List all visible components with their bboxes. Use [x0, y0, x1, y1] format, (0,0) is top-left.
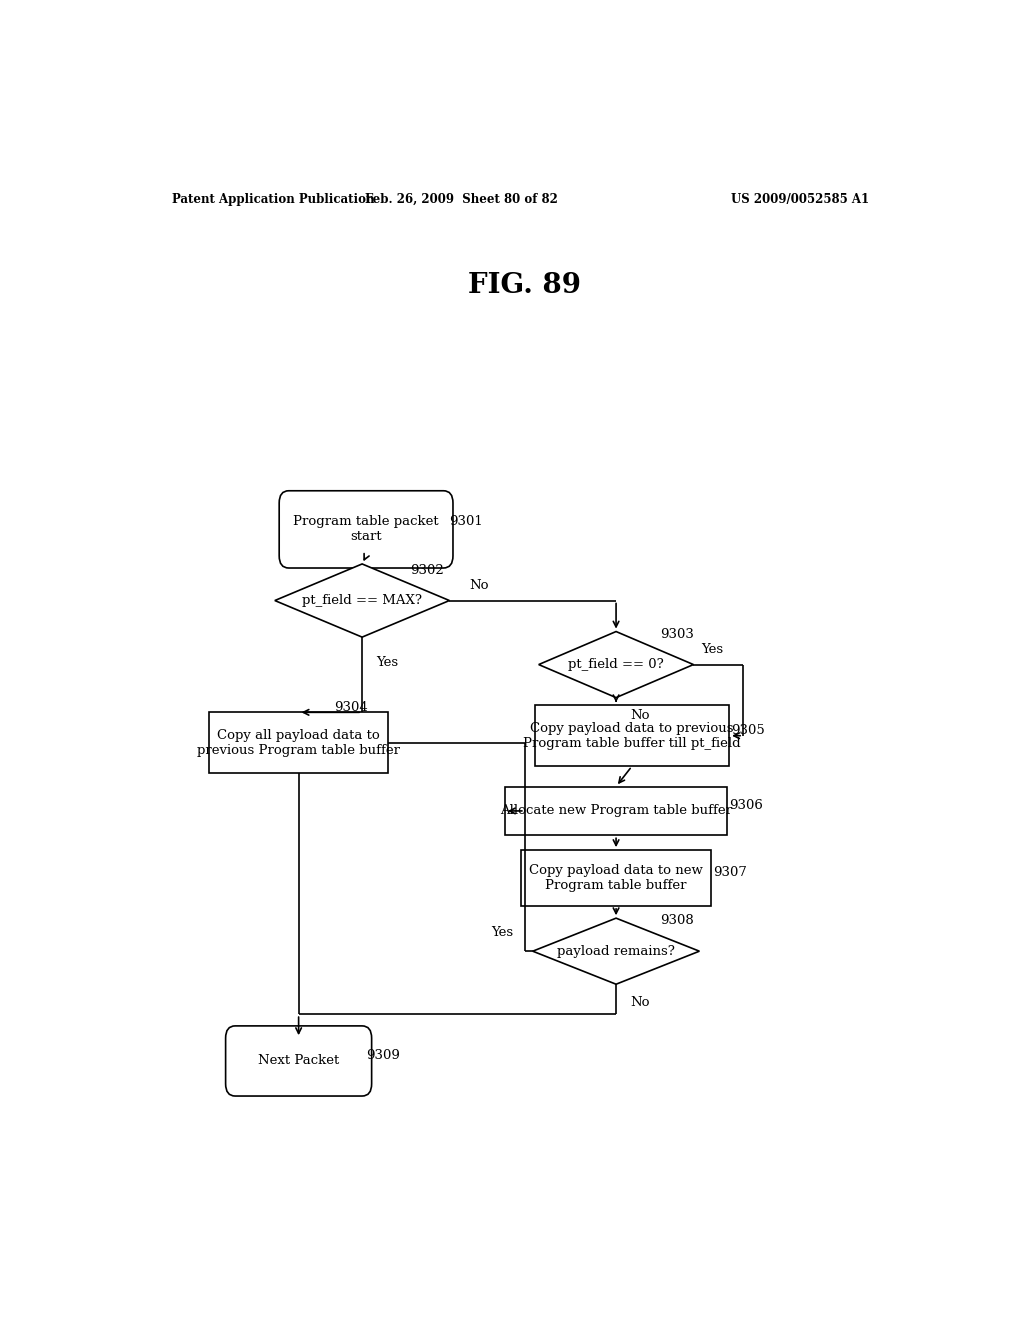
Text: 9303: 9303 — [659, 627, 693, 640]
Text: Yes: Yes — [490, 927, 513, 940]
Polygon shape — [532, 919, 699, 985]
Polygon shape — [539, 631, 693, 697]
Bar — [209, 713, 388, 774]
Text: pt_field == 0?: pt_field == 0? — [568, 659, 664, 671]
Text: pt_field == MAX?: pt_field == MAX? — [302, 594, 422, 607]
Text: Patent Application Publication: Patent Application Publication — [172, 193, 374, 206]
Text: No: No — [469, 578, 488, 591]
Text: Yes: Yes — [701, 643, 724, 656]
Text: Allocate new Program table buffer: Allocate new Program table buffer — [500, 804, 732, 817]
Text: Copy payload data to previous
Program table buffer till pt_field: Copy payload data to previous Program ta… — [523, 722, 740, 750]
Bar — [535, 705, 729, 766]
Text: No: No — [631, 709, 650, 722]
Text: 9307: 9307 — [713, 866, 746, 879]
Polygon shape — [274, 564, 450, 638]
Text: Feb. 26, 2009  Sheet 80 of 82: Feb. 26, 2009 Sheet 80 of 82 — [365, 193, 558, 206]
Text: 9305: 9305 — [731, 725, 765, 737]
Text: 9306: 9306 — [729, 800, 763, 812]
Bar — [521, 850, 712, 906]
FancyBboxPatch shape — [280, 491, 453, 568]
Text: Yes: Yes — [377, 656, 398, 669]
Text: No: No — [631, 997, 650, 1008]
Text: 9308: 9308 — [659, 915, 693, 927]
Text: Copy payload data to new
Program table buffer: Copy payload data to new Program table b… — [529, 865, 703, 892]
Text: 9309: 9309 — [367, 1049, 400, 1063]
Text: 9304: 9304 — [334, 701, 368, 714]
FancyBboxPatch shape — [225, 1026, 372, 1096]
Text: 9301: 9301 — [450, 515, 483, 528]
Text: Copy all payload data to
previous Program table buffer: Copy all payload data to previous Progra… — [198, 729, 400, 756]
Text: Program table packet
start: Program table packet start — [293, 515, 439, 544]
Text: Next Packet: Next Packet — [258, 1055, 339, 1068]
Text: 9302: 9302 — [410, 564, 443, 577]
Text: US 2009/0052585 A1: US 2009/0052585 A1 — [731, 193, 869, 206]
Bar — [505, 787, 727, 836]
Text: payload remains?: payload remains? — [557, 945, 675, 958]
Text: FIG. 89: FIG. 89 — [468, 272, 582, 298]
